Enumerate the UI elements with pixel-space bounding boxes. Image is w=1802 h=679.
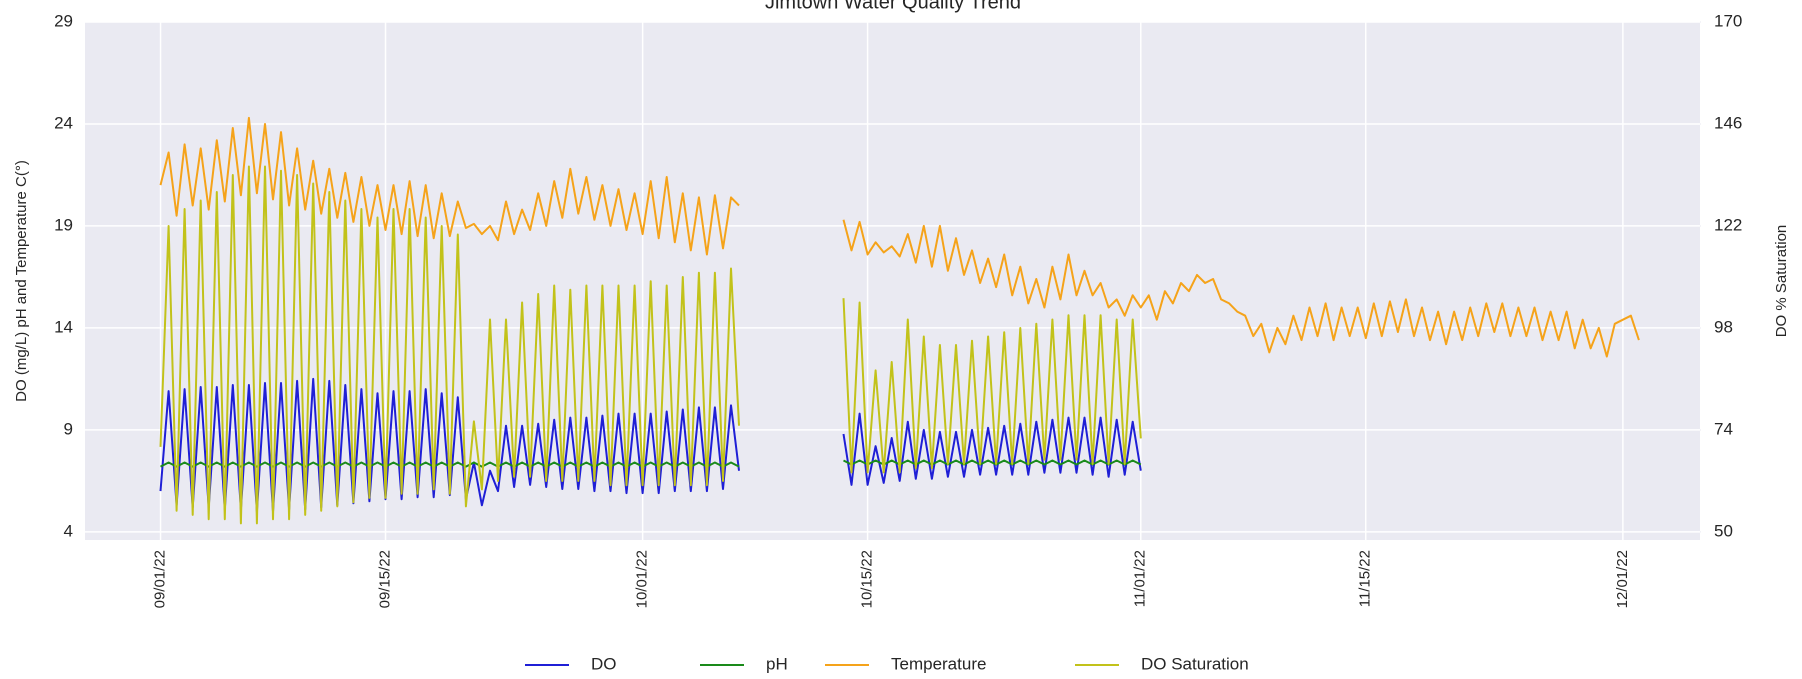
y-tick-label: 4 <box>64 521 73 540</box>
y2-axis-label: DO % Saturation <box>1773 225 1790 338</box>
y-tick-label: 19 <box>54 215 73 234</box>
x-tick-label: 09/01/22 <box>151 550 168 608</box>
x-tick-label: 10/15/22 <box>859 550 876 608</box>
y-tick-label: 29 <box>54 11 73 30</box>
legend-label: DO Saturation <box>1141 654 1249 673</box>
legend-label: DO <box>591 654 617 673</box>
x-tick-label: 11/15/22 <box>1357 550 1374 607</box>
series-line <box>159 165 1142 525</box>
x-tick-label: 09/15/22 <box>376 550 393 608</box>
x-tick-label: 10/01/22 <box>634 550 651 608</box>
legend-label: pH <box>766 654 788 673</box>
y-axis-label: DO (mg/L) pH and Temperature C(°) <box>13 160 30 402</box>
series-line <box>159 116 1640 358</box>
y2-tick-label: 98 <box>1714 317 1733 336</box>
legend-label: Temperature <box>891 654 986 673</box>
x-tick-label: 11/01/22 <box>1132 550 1149 607</box>
y2-tick-label: 74 <box>1714 419 1733 438</box>
y-tick-label: 14 <box>54 317 73 336</box>
chart-title: Jimtown Water Quality Trend <box>765 0 1021 13</box>
y2-tick-label: 122 <box>1714 215 1742 234</box>
y-tick-label: 24 <box>54 113 73 132</box>
y2-tick-label: 146 <box>1714 113 1742 132</box>
y2-tick-label: 50 <box>1714 521 1733 540</box>
x-tick-label: 12/01/22 <box>1614 550 1631 608</box>
y-tick-label: 9 <box>64 419 73 438</box>
y2-tick-label: 170 <box>1714 11 1742 30</box>
